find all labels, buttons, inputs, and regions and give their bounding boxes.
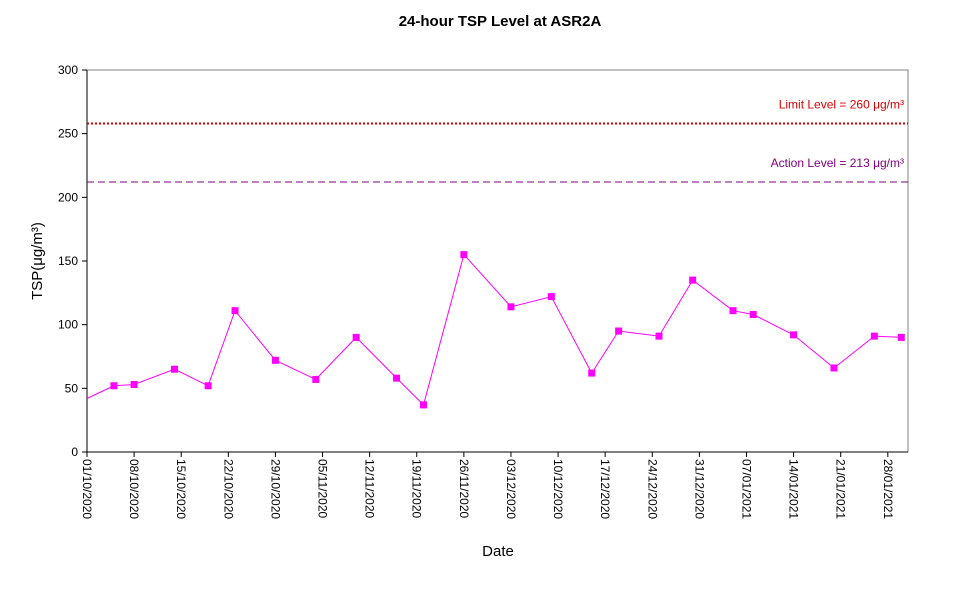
data-point (170, 365, 178, 373)
y-tick-label: 200 (58, 190, 78, 204)
y-tick-label: 50 (65, 381, 79, 395)
data-point (110, 382, 118, 390)
x-tick-label: 19/11/2020 (410, 459, 424, 518)
y-axis-label: TSP(μg/m³) (29, 222, 46, 300)
reference-line-label: Limit Level = 260 μg/m³ (779, 97, 904, 111)
series-line (86, 253, 902, 406)
data-point (204, 382, 212, 390)
x-tick-label: 08/10/2020 (127, 459, 141, 519)
x-tick-label: 07/01/2021 (739, 459, 753, 519)
y-tick-label: 150 (58, 254, 78, 268)
reference-line-label: Action Level = 213 μg/m³ (771, 156, 904, 170)
data-point (729, 307, 737, 315)
data-point (897, 333, 905, 341)
x-tick-label: 03/12/2020 (504, 459, 518, 519)
x-tick-label: 24/12/2020 (645, 459, 659, 519)
data-point (689, 276, 697, 284)
data-point (870, 332, 878, 340)
data-point (352, 333, 360, 341)
chart-title: 24-hour TSP Level at ASR2A (399, 13, 602, 30)
x-tick-label: 28/01/2021 (881, 459, 895, 519)
data-point (507, 303, 515, 311)
y-tick-label: 100 (58, 318, 78, 332)
data-point (419, 401, 427, 409)
x-tick-label: 22/10/2020 (221, 459, 235, 519)
data-point (130, 381, 138, 389)
x-tick-label: 10/12/2020 (551, 459, 565, 519)
x-tick-label: 12/11/2020 (363, 459, 377, 518)
x-tick-label: 26/11/2020 (457, 459, 471, 518)
x-tick-label: 21/01/2021 (834, 459, 848, 519)
data-point (312, 375, 320, 383)
x-tick-label: 05/11/2020 (316, 459, 330, 518)
data-point (790, 331, 798, 339)
data-point (460, 251, 468, 259)
x-tick-label: 17/12/2020 (598, 459, 612, 519)
plot-area (86, 69, 909, 453)
data-point (830, 364, 838, 372)
x-tick-label: 29/10/2020 (268, 459, 282, 519)
x-tick-label: 14/01/2021 (787, 459, 801, 519)
x-tick-label: 01/10/2020 (80, 459, 94, 519)
y-tick-label: 250 (58, 127, 78, 141)
data-point (393, 374, 401, 382)
data-point (231, 307, 239, 315)
data-point (547, 293, 555, 301)
x-axis-label: Date (482, 543, 514, 560)
data-point (655, 332, 663, 340)
data-point (588, 369, 596, 377)
data-point (749, 310, 757, 318)
y-tick-label: 300 (58, 63, 78, 77)
data-point (615, 327, 623, 335)
x-tick-label: 15/10/2020 (174, 459, 188, 519)
y-tick-label: 0 (71, 445, 78, 459)
x-tick-label: 31/12/2020 (692, 459, 706, 519)
data-point (271, 356, 279, 364)
